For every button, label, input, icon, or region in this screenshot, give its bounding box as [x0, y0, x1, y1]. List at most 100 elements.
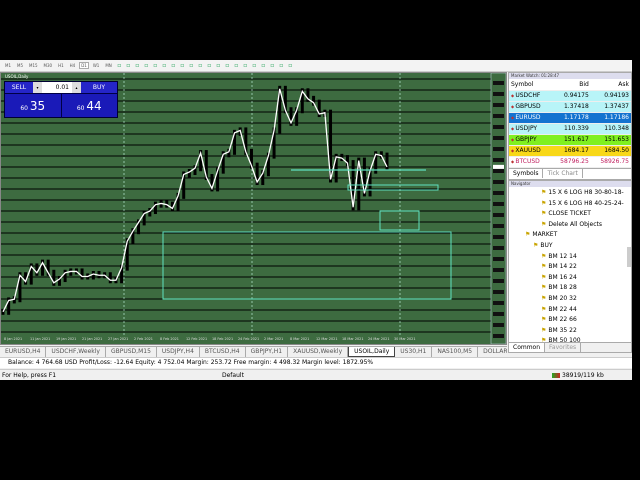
candle — [345, 155, 349, 167]
navigator-item[interactable]: ⚑ MARKET — [525, 231, 557, 238]
navigator-item[interactable]: ⚑ BM 20 32 — [541, 295, 577, 302]
channel-icon[interactable]: ▫ — [162, 62, 167, 69]
clock-icon[interactable]: ▫ — [279, 62, 284, 69]
market-watch-row[interactable]: ◆ BTCUSD 58796.25 58926.75 — [509, 156, 631, 168]
zone-rectangle[interactable] — [347, 184, 439, 191]
sell-button[interactable]: SELL — [5, 82, 33, 93]
ask-text: 1.37437 — [604, 103, 629, 110]
bars-icon[interactable]: ▫ — [198, 62, 203, 69]
time-axis: 8 Jan 2021 11 Jan 2021 19 Jan 2021 21 Jan 2… — [1, 335, 491, 345]
timeframe-m1[interactable]: M1 — [5, 63, 11, 68]
candles-icon[interactable]: ▫ — [207, 62, 212, 69]
chart-tab[interactable]: BTCUSD,H4 — [200, 347, 246, 357]
buy-button[interactable]: BUY — [81, 82, 117, 93]
crosshair-icon[interactable]: ▫ — [126, 62, 131, 69]
tab-symbols[interactable]: Symbols — [509, 168, 544, 178]
navigator-item[interactable]: ⚑ 15 X 6 LOG H8 40-25-24- — [541, 200, 624, 207]
chart-tab[interactable]: DOLLAR — [478, 347, 507, 357]
sell-price[interactable]: 60 35 — [5, 93, 62, 118]
symbol-icon: ◆ — [511, 137, 516, 142]
navigator-item[interactable]: ⚑ BM 50 100 — [541, 337, 581, 344]
chart-tab[interactable]: GBPUSD,M15 — [106, 347, 157, 357]
lot-input[interactable]: 0.01 — [42, 82, 72, 93]
trendline-icon[interactable]: ▫ — [189, 62, 194, 69]
timeframe-m5[interactable]: M5 — [17, 63, 23, 68]
lines-icon[interactable]: ▫ — [216, 62, 221, 69]
zone-rectangle[interactable] — [162, 231, 452, 300]
grid-icon[interactable]: ▫ — [180, 62, 185, 69]
chart-tab[interactable]: EURUSD,H4 — [0, 347, 47, 357]
tab-tick-chart[interactable]: Tick Chart — [543, 168, 583, 178]
candle — [295, 107, 299, 126]
market-watch-row[interactable]: ◆ XAUUSD 1684.17 1684.50 — [509, 145, 631, 157]
navigator-item[interactable]: ⚑ BM 16 24 — [541, 274, 577, 281]
navigator-item[interactable]: ⚑ BM 22 66 — [541, 316, 577, 323]
price-chart[interactable] — [1, 73, 506, 344]
navigator-scrollbar[interactable] — [627, 247, 631, 267]
cell-bid: 1.37418 — [550, 101, 591, 113]
account-summary: Balance: 4 764.68 USD Profit/Loss: -12.6… — [0, 357, 632, 368]
col-ask[interactable]: Ask — [590, 79, 631, 91]
chart-tab[interactable]: USDCHF,Weekly — [46, 347, 106, 357]
fibo-icon[interactable]: ▫ — [171, 62, 176, 69]
ask-text: 1684.50 — [604, 147, 629, 154]
market-watch-row[interactable]: ◆ EURUSD 1.17178 1.17186 — [509, 112, 631, 124]
navigator-item[interactable]: ⚑ BM 12 14 — [541, 253, 577, 260]
rect-icon[interactable]: ▫ — [144, 62, 149, 69]
new-order-icon[interactable]: ▫ — [270, 62, 275, 69]
navigator-item[interactable]: ⚑ BM 35 22 — [541, 327, 577, 334]
time-tick: 8 Feb 2021 — [160, 337, 179, 341]
zone-rectangle[interactable] — [379, 210, 420, 231]
timeframe-m15[interactable]: M15 — [29, 63, 38, 68]
col-bid[interactable]: Bid — [550, 79, 591, 91]
cell-symbol: ◆ GBPJPY — [509, 134, 551, 146]
vline-icon[interactable]: ▫ — [153, 62, 158, 69]
navigator-item[interactable]: ⚑ BM 22 44 — [541, 306, 577, 313]
navigator-item[interactable]: ⚑ BUY — [533, 242, 553, 249]
tab-favorites[interactable]: Favorites — [545, 343, 582, 352]
market-watch-row[interactable]: ◆ GBPUSD 1.37418 1.37437 — [509, 101, 631, 113]
price-axis[interactable] — [490, 73, 506, 344]
candle — [91, 271, 95, 280]
chart-tab[interactable]: USOIL,Daily — [348, 347, 396, 357]
chart-tab[interactable]: XAUUSD,Weekly — [288, 347, 349, 357]
market-watch-row[interactable]: ◆ USDJPY 110.339 110.348 — [509, 123, 631, 135]
navigator-item[interactable]: ⚑ CLOSE TICKET — [541, 210, 591, 217]
market-watch-row[interactable]: ◆ USDCHF 0.94175 0.94193 — [509, 90, 631, 102]
col-symbol[interactable]: Symbol — [509, 79, 551, 91]
shift-icon[interactable]: ▫ — [261, 62, 266, 69]
chart-window[interactable]: USOIL,Daily 8 Jan 2021 11 Jan 2021 19 Jan … — [0, 72, 507, 345]
candle — [182, 171, 186, 199]
navigator-item[interactable]: ⚑ Delete All Objects — [541, 221, 602, 228]
navigator-item[interactable]: ⚑ BM 18 28 — [541, 284, 577, 291]
bid-text: 1.17178 — [563, 114, 589, 121]
chart-tab[interactable]: US30,H1 — [395, 347, 433, 357]
timeframe-d1[interactable]: D1 — [79, 62, 89, 69]
cell-bid: 0.94175 — [550, 90, 591, 102]
timeframe-h4[interactable]: H4 — [69, 63, 76, 68]
chart-tab[interactable]: USDJPY,H4 — [157, 347, 200, 357]
zoom-in-icon[interactable]: ▫ — [225, 62, 230, 69]
chart-tab[interactable]: GBPJPY,H1 — [246, 347, 289, 357]
zoom-out-icon[interactable]: ▫ — [234, 62, 239, 69]
symbol-text: USDCHF — [515, 92, 541, 99]
lot-decrease-icon[interactable]: ▾ — [33, 82, 42, 93]
chart-tab[interactable]: NAS100,M5 — [432, 347, 479, 357]
cell-symbol: ◆ EURUSD — [509, 112, 551, 124]
tab-common[interactable]: Common — [509, 343, 546, 352]
template-icon[interactable]: ▫ — [288, 62, 293, 69]
navigator-item[interactable]: ⚑ BM 14 22 — [541, 263, 577, 270]
cursor-icon[interactable]: ▫ — [117, 62, 122, 69]
timeframe-mn[interactable]: MN — [105, 63, 112, 68]
hline-icon[interactable]: ▫ — [135, 62, 140, 69]
bid-text: 1.37418 — [563, 103, 589, 110]
market-watch-row[interactable]: ◆ GBPJPY 151.617 151.653 — [509, 134, 631, 146]
timeframe-m30[interactable]: M30 — [43, 63, 53, 68]
timeframe-w1[interactable]: W1 — [92, 63, 100, 68]
timeframe-h1[interactable]: H1 — [58, 63, 64, 68]
buy-price[interactable]: 60 44 — [61, 93, 117, 118]
scroll-icon[interactable]: ▫ — [252, 62, 257, 69]
tile-icon[interactable]: ▫ — [243, 62, 248, 69]
lot-increase-icon[interactable]: ▴ — [72, 82, 81, 93]
navigator-item[interactable]: ⚑ 15 X 6 LOG H8 30-80-18- — [541, 189, 624, 196]
